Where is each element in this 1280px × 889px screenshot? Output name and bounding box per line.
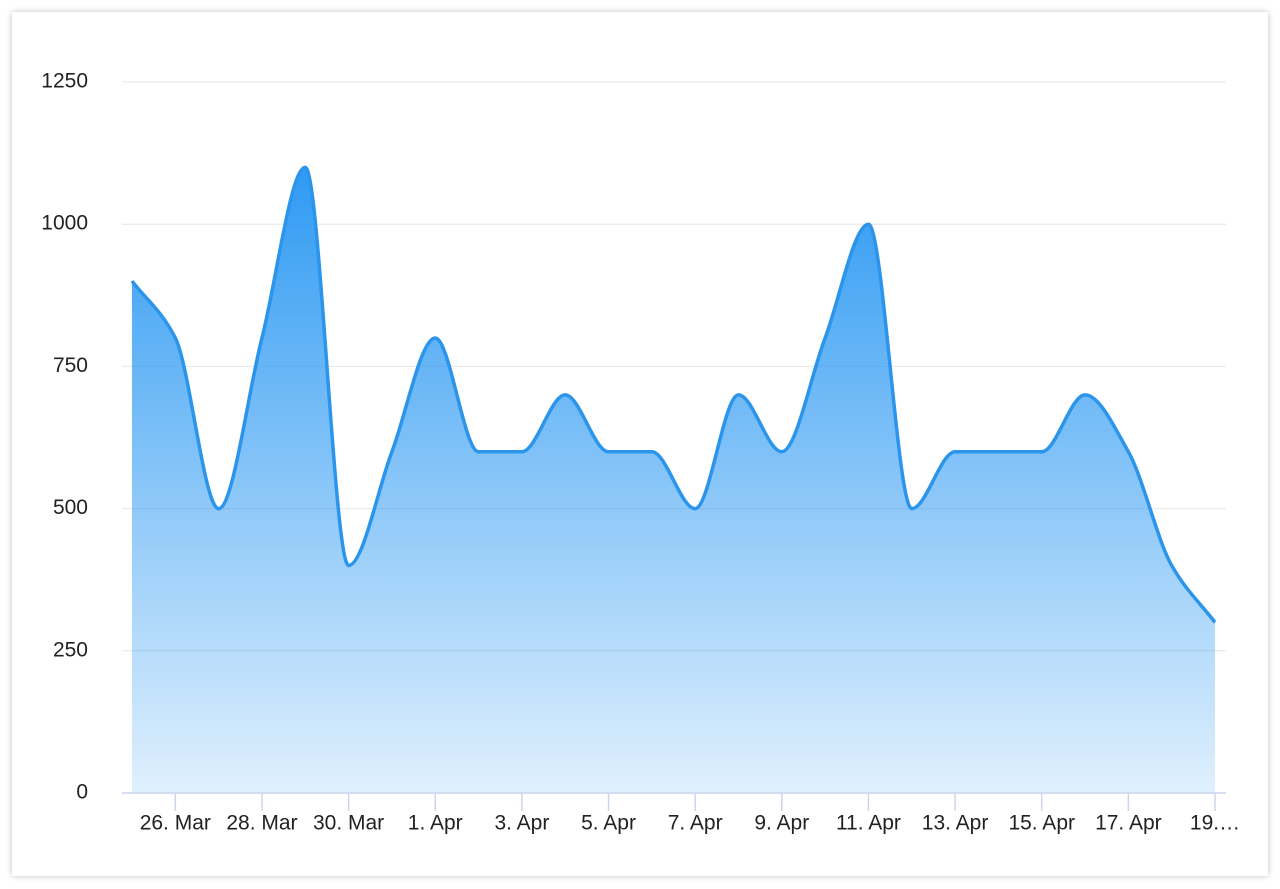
x-tick-label: 7. Apr [668, 812, 723, 835]
x-tick-label: 19.… [1190, 812, 1240, 835]
y-tick-label: 1250 [41, 70, 88, 93]
x-tick-label: 11. Apr [836, 812, 901, 835]
x-tick-label: 5. Apr [581, 812, 636, 835]
x-tick-label: 1. Apr [408, 812, 463, 835]
y-tick-label: 250 [53, 638, 88, 661]
y-tick-label: 1000 [41, 212, 88, 235]
x-tick-label: 28. Mar [226, 812, 297, 835]
x-tick-label: 17. Apr [1095, 812, 1162, 835]
x-tick-label: 30. Mar [313, 812, 384, 835]
line [130, 165, 1217, 624]
x-tick-label: 26. Mar [140, 812, 211, 835]
x-tick-label: 15. Apr [1008, 812, 1075, 835]
y-tick-label: 750 [53, 354, 88, 377]
y-tick-label: 0 [76, 781, 88, 804]
x-tick-label: 9. Apr [754, 812, 809, 835]
x-tick-label: 3. Apr [494, 812, 549, 835]
y-tick-label: 500 [53, 496, 88, 519]
x-tick-label: 13. Apr [922, 812, 989, 835]
